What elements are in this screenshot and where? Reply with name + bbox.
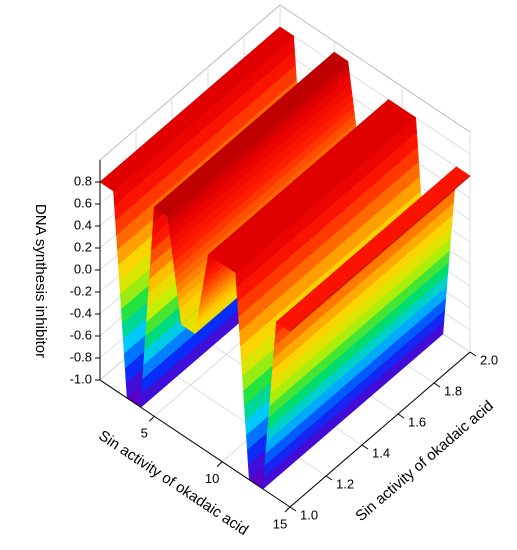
y-tick [361, 444, 369, 450]
axis-line [289, 351, 471, 508]
y-tick-label: 1.8 [444, 383, 462, 398]
z-tick-label: -0.8 [70, 349, 92, 364]
x-tick-label: 5 [141, 426, 148, 441]
z-tick-label: 0.0 [74, 261, 92, 276]
y-tick-label: 1.4 [372, 445, 390, 460]
x-tick-label: 15 [273, 516, 287, 531]
z-tick-label: -1.0 [70, 371, 92, 386]
x-tick [216, 461, 223, 467]
x-tick [148, 415, 155, 422]
z-tick-label: 0.6 [74, 195, 92, 210]
z-axis-title: DNA synthesis inhibitor [32, 204, 49, 358]
y-tick [433, 382, 441, 388]
surface-edge [289, 175, 471, 332]
y-tick [397, 413, 405, 419]
surface-patch [288, 174, 471, 332]
x-axis-title: Sin activity of okadaic acid [95, 427, 251, 539]
y-tick-label: 1.0 [300, 507, 318, 522]
z-tick-label: 0.8 [74, 173, 92, 188]
z-tick-label: -0.4 [70, 305, 92, 320]
y-tick [289, 506, 297, 512]
axis-line [99, 379, 291, 508]
x-tick [284, 506, 291, 513]
y-tick-label: 2.0 [480, 352, 498, 367]
z-tick-label: -0.2 [70, 283, 92, 298]
y-tick [469, 351, 477, 357]
z-tick-label: 0.4 [74, 217, 92, 232]
y-tick-label: 1.6 [408, 414, 426, 429]
z-tick-label: 0.2 [74, 239, 92, 254]
x-tick-label: 10 [205, 471, 219, 486]
z-tick-label: -0.6 [70, 327, 92, 342]
y-tick-label: 1.2 [336, 476, 354, 491]
y-tick [325, 475, 333, 481]
